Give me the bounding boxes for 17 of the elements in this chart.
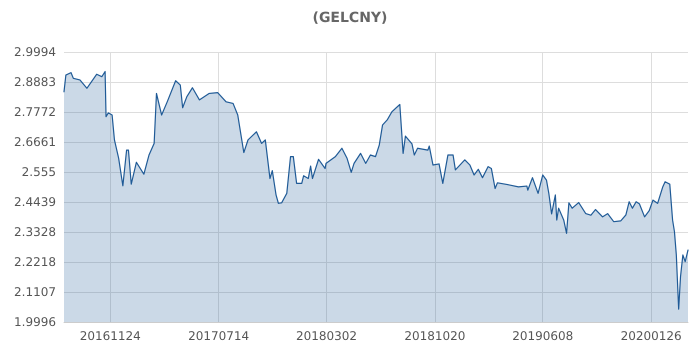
y-tick-label: 2.3328 [14,225,56,240]
y-tick-label: 2.9994 [14,45,56,59]
x-tick-label: 20200126 [620,329,682,343]
chart-title: (GELCNY) [312,10,388,26]
y-tick-label: 2.6661 [14,135,56,150]
y-tick-label: 2.7772 [14,105,56,120]
y-tick-label: 1.9996 [14,315,56,329]
x-tick-label: 20181020 [404,329,466,343]
x-tick-label: 20180302 [296,329,358,343]
x-tick-label: 20190608 [512,329,574,343]
y-tick-label: 2.2218 [14,254,56,269]
x-tick-label: 20170714 [188,329,250,343]
y-tick-label: 2.8883 [14,75,56,90]
y-tick-label: 2.555 [22,165,56,180]
y-tick-label: 2.1107 [14,284,56,299]
x-tick-label: 20161124 [80,329,141,343]
y-tick-label: 2.4439 [14,195,56,210]
